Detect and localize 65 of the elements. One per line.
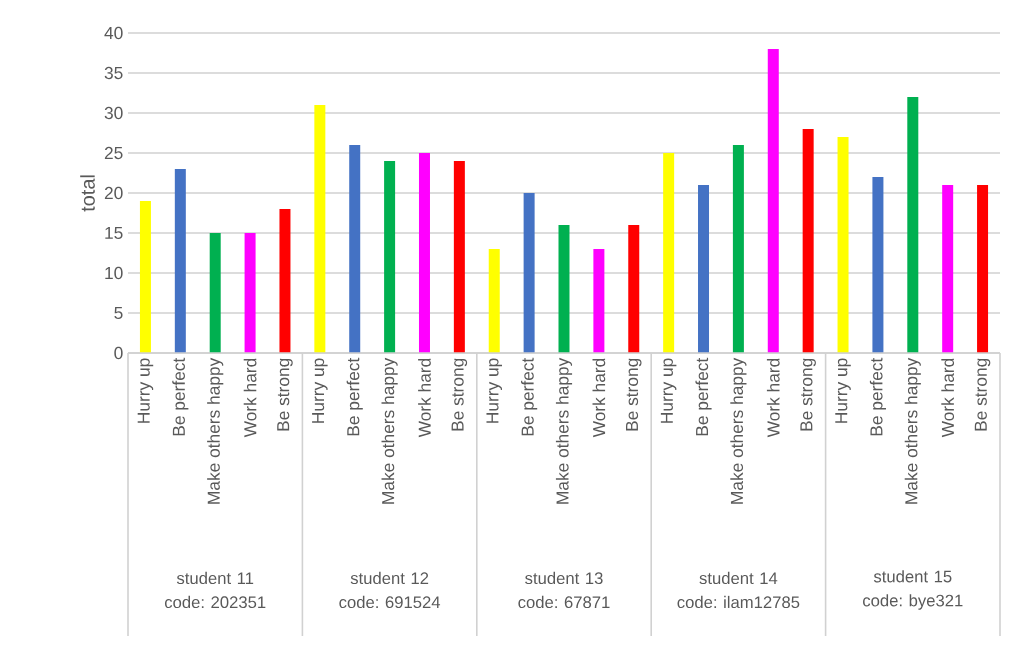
bar [977,185,989,353]
x-tick-label: Be perfect [695,357,712,436]
bar [558,225,570,353]
x-tick-label: Be perfect [346,357,363,436]
bar [314,105,326,353]
x-tick-label: Make others happy [381,357,398,504]
y-tick-label: 20 [104,186,123,200]
bar [279,208,291,353]
y-axis-title: total [80,175,95,212]
x-tick-label: Work hard [941,358,955,438]
x-tick-label: Hurry up [835,358,851,423]
x-tick-label: Be perfect [172,357,189,436]
bar [593,249,605,353]
bar [488,249,500,353]
bar [628,225,640,353]
bar [698,185,710,353]
x-tick-label: Hurry up [660,358,677,423]
bar [209,233,221,353]
text: student 15 code: bye321 [863,570,963,610]
x-tick-label: Make others happy [555,357,573,504]
bar [802,129,814,353]
bar [453,161,465,353]
y-tick-label: 10 [105,266,123,280]
text: student 11 code: 202351 [164,571,266,609]
bar [139,201,151,353]
y-tick-label: 35 [104,66,123,80]
text: student 14 code: ilam12785 [677,571,800,609]
x-tick-label: Be strong [800,358,816,431]
x-tick-label: Hurry up [486,358,502,423]
bar [732,145,744,353]
x-tick-label: Be strong [626,358,642,431]
bar [907,97,919,353]
bar [837,137,849,353]
bar [523,193,535,353]
x-tick-label: Make others happy [207,357,224,504]
bar [663,153,675,353]
x-tick-label: Make others happy [904,357,921,504]
x-tick-label: Make others happy [730,357,747,504]
text: student 13 code: 67871 [518,571,610,609]
bar [942,185,954,353]
x-tick-label: Work hard [418,358,431,438]
bar [244,233,256,353]
bar [174,169,186,353]
x-tick-label: Hurry up [137,358,154,423]
y-tick-label: 5 [114,306,123,320]
x-tick-label: Work hard [243,358,257,438]
bar [872,177,884,353]
x-tick-label: Be strong [451,358,468,431]
x-tick-label: Hurry up [312,358,328,423]
y-tick-label: 30 [104,106,123,120]
text: student 12 code: 691524 [339,571,441,609]
x-tick-label: Work hard [592,358,606,438]
bar [349,145,361,353]
y-tick-label: 15 [105,226,123,240]
bar [418,153,430,353]
y-tick-label: 0 [114,346,123,360]
bar [767,49,779,353]
y-tick-label: 40 [104,26,123,40]
x-tick-label: Be perfect [869,357,886,436]
y-tick-label: 25 [104,146,123,160]
bar [384,161,396,353]
x-tick-label: Be perfect [521,357,538,436]
x-tick-label: Work hard [766,358,780,438]
x-tick-label: Be strong [974,358,991,431]
x-tick-label: Be strong [277,358,293,431]
